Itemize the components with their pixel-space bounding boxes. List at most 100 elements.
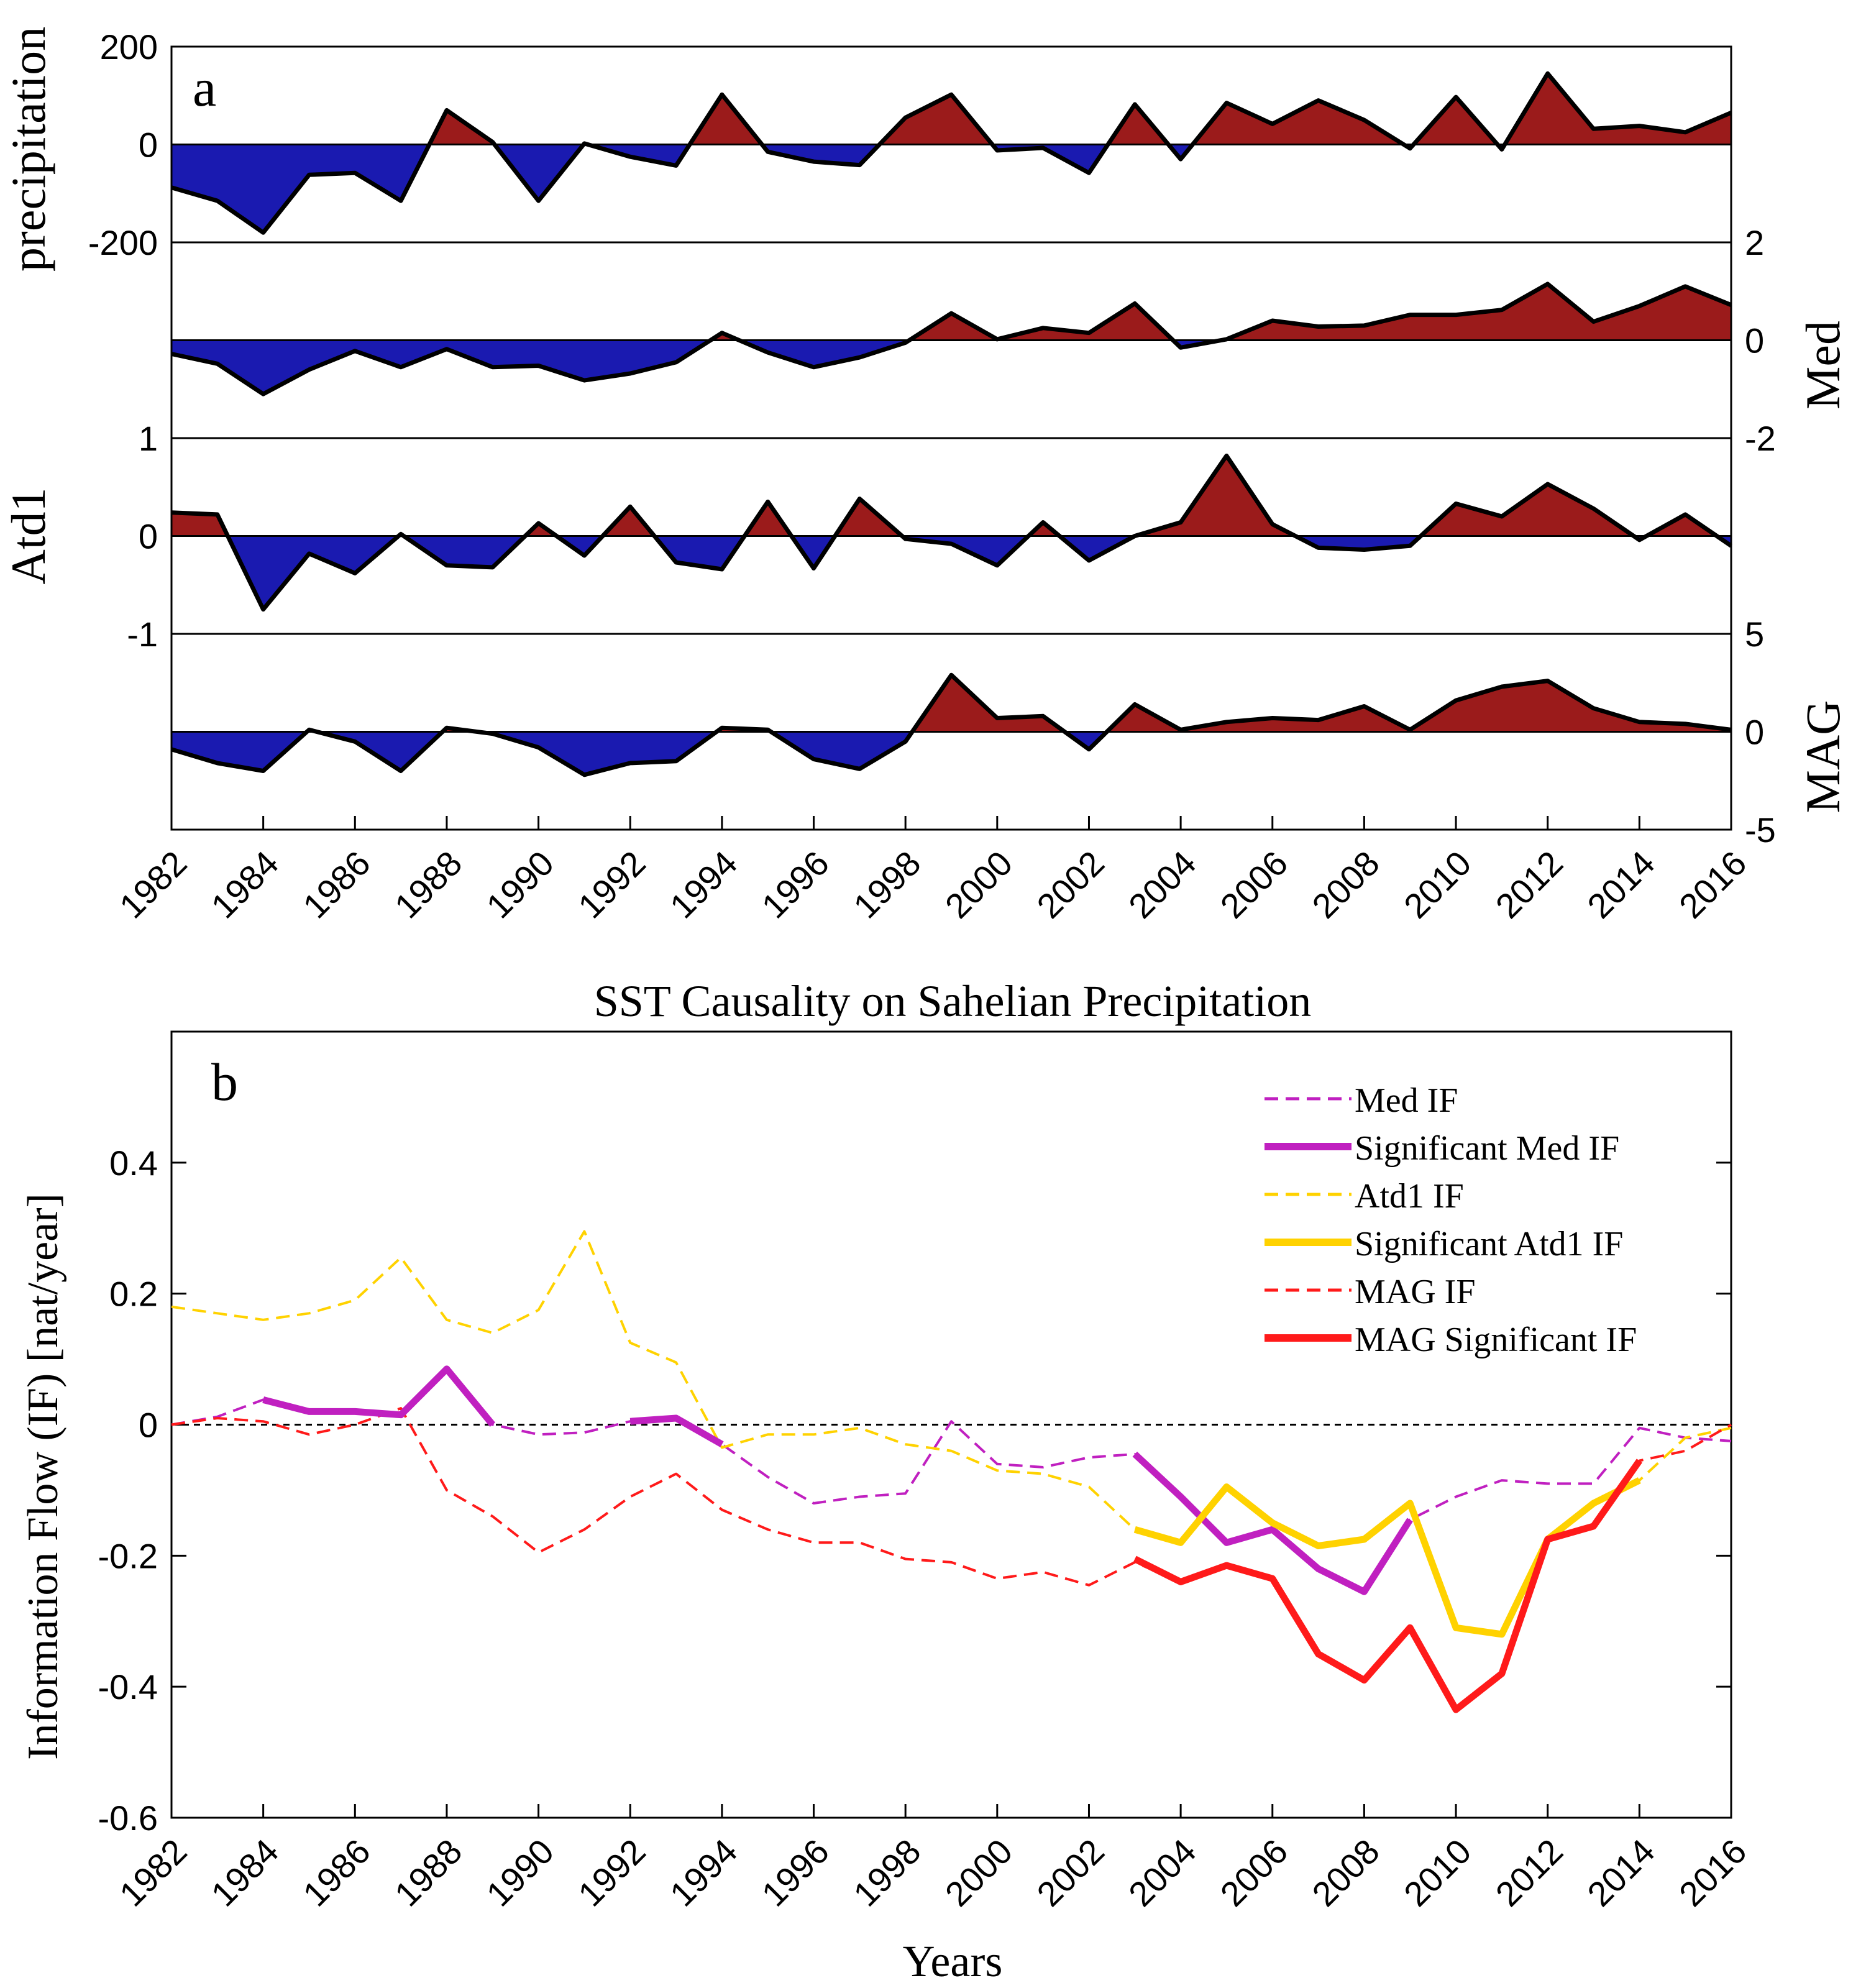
panel-a-xtick-label: 2004 [1121,843,1204,926]
panel-a-xtick-label: 2016 [1672,843,1754,926]
panel-b-xlabel: Years [903,1936,1003,1986]
mag-positive-area-7 [912,675,1065,732]
precipitation-ytick-label: -200 [88,223,158,262]
panel-a-xtick-label: 2010 [1396,843,1479,926]
svg-text:MAG Significant IF: MAG Significant IF [1355,1321,1637,1359]
precipitation-positive-area-13 [1413,97,1498,145]
panel-b-ylabel: Information Flow (IF) [nat/year] [19,1193,67,1760]
panel-b-ytick-label: -0.2 [98,1536,158,1575]
mag-significant-if-line-0 [1133,1459,1642,1713]
panel-a-xtick-label: 1982 [112,843,194,926]
atd1-positive-area-0 [172,512,228,536]
panel-b-ytick-label: -0.4 [98,1667,158,1706]
precipitation-ytick-label: 200 [100,27,158,66]
significant-med-if-line-2 [1132,1451,1413,1595]
mag-ytick-label: 5 [1745,615,1764,654]
legend-item-significant-atd1-if: Significant Atd1 IF [1265,1225,1623,1263]
precipitation-outline [171,71,1732,235]
mag-strip: 5 0 -5 MAG [170,615,1850,850]
atd1-positive-area-18 [1646,514,1717,536]
precipitation-positive-area-11 [1192,100,1404,145]
mag-negative-area-8 [1064,731,1107,749]
atd1-positive-area-16 [1420,484,1634,536]
panel-b-ytick-label: 0 [139,1406,158,1445]
atd1-negative-area-5 [556,536,603,556]
panel-b-ytick-label: 0.2 [109,1275,158,1314]
med-negative-area-0 [172,340,711,395]
precipitation-axis-label: precipitation [1,27,55,272]
svg-text:Atd1 IF: Atd1 IF [1355,1177,1464,1216]
panel-a-x-axis: 1982 1984 1986 1988 1990 1992 1994 1996 1998 2000… [112,816,1754,926]
mag-ytick-label: -5 [1745,810,1776,850]
svg-text:Med IF: Med IF [1355,1081,1458,1120]
significant-med-if-line-1 [629,1414,724,1447]
panel-b-xtick-label: 2000 [938,1831,1020,1914]
panel-b-xtick-label: 2012 [1488,1831,1571,1914]
med-negative-area-2 [739,340,910,367]
atd1-negative-area-1 [227,536,399,610]
panel-b-title: SST Causality on Sahelian Precipitation [594,976,1312,1026]
atd1-strip: 1 0 -1 Atd1 [1,419,1732,654]
mag-if-line-0 [171,1407,1732,1711]
panel-b-xtick-label: 2008 [1304,1831,1387,1914]
med-axis-label: Med [1796,321,1850,410]
panel-b-information-flow: SST Causality on Sahelian Precipitation … [19,976,1754,1986]
med-positive-area-3 [909,303,1173,341]
mag-axis-label: MAG [1796,700,1850,813]
panel-b-series [171,1230,1732,1713]
precipitation-strip: 200 0 -200 precipitation [1,27,1732,272]
atd1-negative-area-9 [791,536,835,569]
svg-text:Significant Med IF: Significant Med IF [1355,1129,1619,1168]
med-strip: 2 0 -2 Med [170,223,1850,458]
precipitation-positive-area-7 [879,94,993,145]
panel-a-xtick-label: 2014 [1580,843,1662,926]
med-ytick-label: 2 [1745,223,1764,262]
legend-item-mag-significant-if: MAG Significant IF [1265,1321,1637,1359]
atd1-ytick-label: 0 [139,517,158,556]
atd1-outline [171,453,1732,612]
precipitation-positive-area-1 [429,110,495,145]
panel-a-xtick-label: 2000 [938,843,1020,926]
panel-a-xtick-label: 1988 [387,843,470,926]
atd1-positive-area-14 [1135,456,1296,536]
panel-b-xtick-label: 2016 [1672,1831,1754,1914]
atd1-positive-area-12 [1028,522,1060,536]
panel-b-label: b [211,1052,238,1112]
atd1-negative-area-11 [902,536,1029,566]
mag-outline [170,672,1732,777]
panel-b-xtick-label: 2006 [1213,1831,1296,1914]
precipitation-negative-area-6 [762,144,880,165]
med-outline [171,282,1732,396]
mag-ytick-label: 0 [1745,713,1764,752]
significant-atd1-if-line-0 [1133,1477,1641,1638]
precipitation-positive-area-9 [1108,104,1169,145]
med-ytick-label: 0 [1745,321,1764,360]
atd1-if-line-0 [171,1230,1732,1636]
panel-a-xtick-label: 1998 [846,843,928,926]
atd1-axis-label: Atd1 [1,488,55,585]
panel-b-xtick-label: 1994 [662,1831,745,1914]
atd1-negative-area-3 [403,536,526,567]
panel-a-xtick-label: 1994 [662,843,745,926]
panel-b-xtick-label: 2014 [1580,1831,1662,1914]
panel-b-ytick-label: 0.4 [109,1143,158,1183]
precipitation-negative-area-0 [172,144,429,233]
mag-negative-area-6 [771,731,912,769]
panel-a-xtick-label: 2012 [1488,843,1571,926]
significant-med-if-line-0 [262,1365,496,1427]
precipitation-positive-area-5 [690,94,762,145]
mag-negative-area-4 [477,731,717,775]
panel-a-xtick-label: 1990 [478,843,561,926]
panel-b-xtick-label: 2010 [1396,1831,1479,1914]
panel-b-xtick-label: 1988 [387,1831,470,1914]
atd1-negative-area-13 [1059,536,1135,561]
panel-b-xtick-label: 1998 [846,1831,928,1914]
legend-item-significant-med-if: Significant Med IF [1265,1129,1619,1168]
legend-item-atd1-if: Atd1 IF [1265,1177,1464,1216]
panel-b-xtick-label: 2002 [1029,1831,1112,1914]
precipitation-negative-area-10 [1168,144,1193,160]
panel-a-label: a [193,58,216,117]
med-if-line-0 [171,1367,1732,1593]
